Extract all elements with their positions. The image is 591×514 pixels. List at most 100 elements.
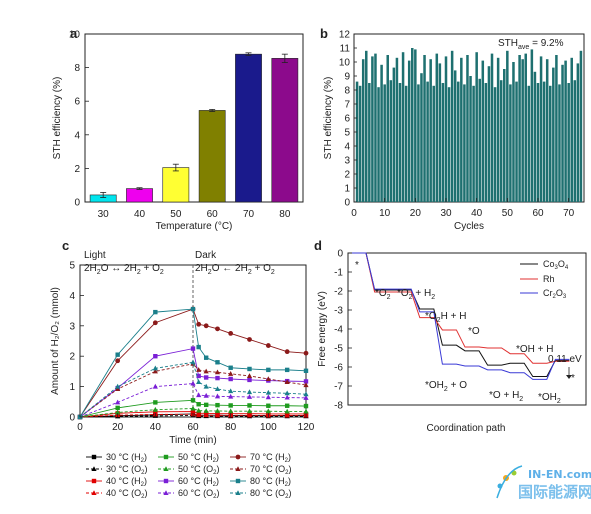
panel-c-legend-label: 40 °C (O2)	[106, 488, 147, 500]
panel-c-series-line	[79, 413, 306, 418]
panel-c-data-point	[214, 393, 221, 399]
panel-b-bar	[365, 50, 368, 202]
legend-label-co3o4: Co3O4	[543, 259, 569, 271]
panel-c-legend-marker	[91, 454, 97, 460]
panel-c-data-point	[214, 408, 221, 413]
panel-c-data-point	[266, 367, 271, 373]
panel-c-legend-marker	[91, 478, 97, 484]
panel-b-bar	[435, 53, 439, 202]
panel-b-y-tick-label: 1	[344, 184, 350, 195]
panel-b-bar	[426, 81, 429, 202]
panel-b-bar	[457, 81, 460, 202]
panel-c-data-point	[115, 352, 120, 357]
panel-c-series-line	[79, 308, 307, 418]
panel-c-data-point	[303, 379, 309, 384]
panel-c-data-point	[196, 367, 202, 372]
panel-b-bar	[576, 63, 580, 203]
panel-d-step-label: *OH + H	[516, 344, 554, 355]
panel-b-bar	[567, 83, 570, 202]
panel-b-bar	[530, 49, 534, 203]
panel-c-x-tick-label: 120	[298, 422, 315, 433]
panel-c-data-point	[228, 393, 234, 399]
panel-b-bar	[358, 85, 362, 202]
panel-b-bar	[374, 53, 377, 202]
panel-c-data-point	[228, 376, 233, 382]
panel-b-bar	[481, 60, 485, 202]
panel-d-legend: Co3O4 Rh Cr2O3	[520, 259, 569, 300]
panel-b-bar	[524, 53, 527, 202]
panel-c-data-point	[152, 383, 158, 389]
panel-b-bar	[429, 59, 432, 203]
panel-c-legend-label: 30 °C (O2)	[106, 464, 147, 476]
panel-a-y-tick-label: 10	[69, 30, 81, 41]
panel-c-legend-label: 60 °C (H2)	[178, 476, 219, 488]
panel-c-y-tick-label: 0	[69, 413, 75, 424]
panel-c-data-point	[284, 349, 290, 355]
panel-c-legend-marker	[163, 490, 169, 495]
panel-b-x-tick-label: 0	[351, 208, 357, 219]
panel-b-bar	[371, 56, 374, 203]
panel-d-step-label: *O2	[375, 288, 391, 301]
panel-c-legend-marker	[235, 478, 241, 484]
panel-b-bar	[506, 50, 509, 202]
panel-c-data-point	[196, 407, 202, 413]
panel-b-x-tick-label: 60	[532, 208, 544, 219]
panel-c-data-point	[203, 355, 209, 360]
panel-d-label: d	[314, 238, 322, 253]
panel-b-bar	[549, 85, 552, 202]
panel-b-bar	[545, 59, 549, 203]
panel-a-x-tick-label: 30	[98, 209, 110, 220]
panel-c-data-point	[115, 386, 121, 392]
panel-b-bar	[542, 81, 546, 202]
panel-b-bar	[398, 83, 402, 202]
panel-a-x-ticks: 30 40 50 60 70 80	[98, 209, 291, 220]
panel-b-bar	[383, 84, 386, 202]
panel-c-data-point	[266, 403, 271, 408]
panel-c-data-point	[190, 398, 196, 403]
panel-d-step-label: *O2 + H2	[397, 288, 435, 301]
panel-c-series-line	[79, 348, 307, 418]
panel-b-bar	[527, 85, 531, 202]
panel-c-data-point	[152, 406, 158, 412]
panel-c-legend-marker	[163, 466, 169, 471]
panel-b-bar	[386, 55, 389, 202]
panel-b-bar	[401, 52, 405, 203]
panel-c-y-label: Amount of H₂/O₂ (mmol)	[50, 287, 61, 395]
panel-a-y-label: STH efficiency (%)	[52, 77, 63, 160]
panel-c-series-line	[79, 408, 306, 418]
panel-c-data-point	[196, 321, 202, 327]
panel-b-bar	[377, 87, 380, 202]
panel-b-bar	[444, 56, 448, 203]
panel-b-y-label: STH efficiency (%)	[323, 77, 334, 160]
panel-a-y-tick-label: 2	[74, 164, 80, 175]
panel-c-series-line	[79, 415, 306, 418]
panel-c-data-point	[196, 373, 201, 379]
panel-b-bar	[515, 81, 518, 202]
panel-b-x-label: Cycles	[454, 221, 484, 232]
panel-c-legend-marker	[91, 466, 97, 471]
panel-c-data-point	[246, 408, 253, 414]
panel-d-y-tick-label: -1	[334, 268, 343, 279]
panel-c-x-label: Time (min)	[169, 435, 216, 446]
panel-c-data-point	[152, 365, 158, 371]
panel-c-data-point	[203, 323, 209, 329]
panel-c-legend-marker	[163, 454, 169, 460]
panel-b-bar	[469, 76, 472, 202]
panel-c-legend: 30 °C (H2)30 °C (O2)40 °C (H2)40 °C (O2)…	[86, 452, 291, 500]
panel-b-bar	[392, 67, 396, 202]
panel-a-x-tick-label: 50	[170, 209, 182, 220]
panel-c-data-point	[303, 395, 309, 400]
panel-c-data-point	[228, 371, 234, 376]
panel-c-data-point	[190, 380, 196, 386]
panel-c-data-point	[203, 392, 209, 398]
panel-d-y-tick-label: -7	[334, 382, 343, 393]
panel-c-data-point	[303, 403, 309, 409]
panel-c-data-point	[215, 375, 220, 381]
panel-c-legend-marker	[235, 466, 241, 471]
panel-b-bar	[509, 84, 512, 202]
panel-c-data-point	[247, 403, 252, 408]
panel-d-y-tick-label: -3	[334, 306, 343, 317]
panel-b-bar	[573, 80, 577, 202]
panel-b-y-tick-label: 6	[344, 114, 350, 125]
